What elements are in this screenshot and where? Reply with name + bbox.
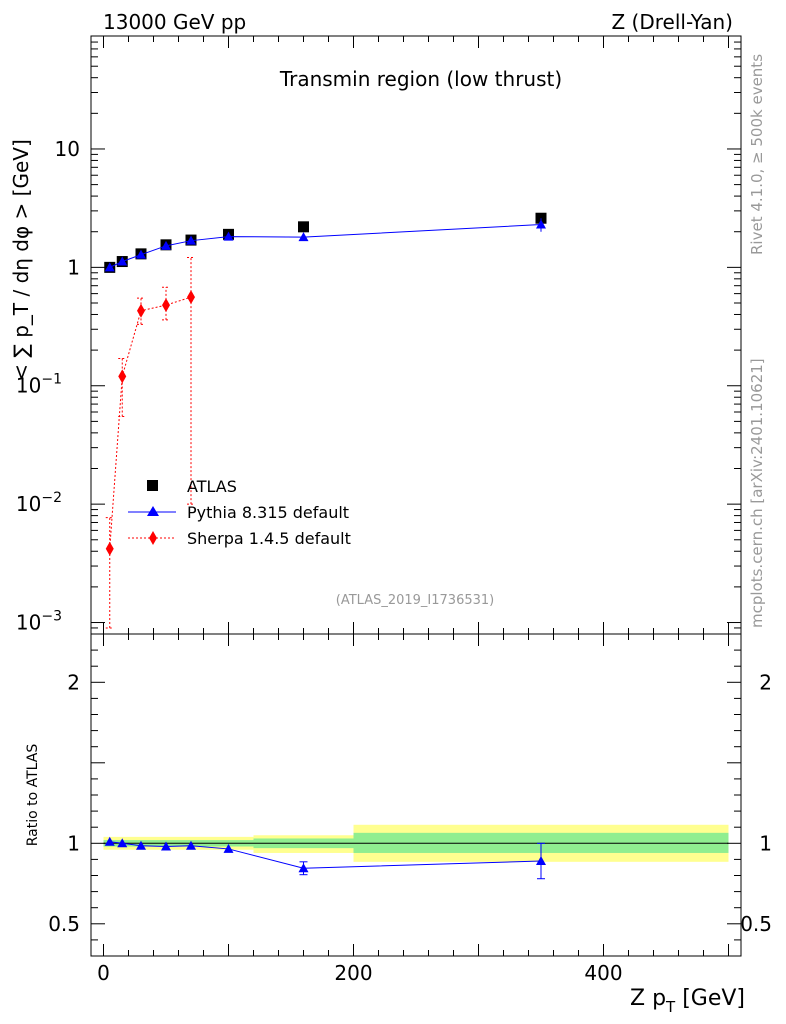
pythia-point bbox=[117, 256, 128, 266]
y-axis-label: < ∑ p_T / dη dφ > [GeV] bbox=[9, 139, 33, 381]
y-tick-label: 10 bbox=[55, 137, 80, 161]
pythia-line bbox=[109, 224, 542, 268]
sherpa-point bbox=[187, 290, 195, 305]
x-axis-label-a: Z p bbox=[630, 986, 666, 1011]
y-tick-label-exp: −3 bbox=[41, 609, 62, 625]
analysis-id: (ATLAS_2019_I1736531) bbox=[336, 593, 494, 608]
pythia-point bbox=[536, 219, 546, 229]
legend-pythia: Pythia 8.315 default bbox=[187, 503, 349, 522]
ratio-y-tick-label-right: 1 bbox=[759, 831, 772, 855]
sherpa-point bbox=[162, 298, 170, 313]
legend-atlas: ATLAS bbox=[187, 477, 237, 496]
chart-title: Transmin region (low thrust) bbox=[279, 67, 562, 91]
x-tick-label: 0 bbox=[97, 961, 110, 985]
legend-pythia-marker bbox=[147, 506, 159, 516]
ratio-y-tick-label-right: 2 bbox=[759, 670, 772, 694]
sherpa-point bbox=[105, 541, 114, 556]
pythia-point bbox=[161, 240, 171, 250]
pythia-point bbox=[104, 262, 115, 272]
legend-sherpa-marker bbox=[149, 531, 157, 545]
y-tick-label-base: 10 bbox=[16, 492, 41, 516]
y-tick-label-base: 10 bbox=[16, 611, 41, 635]
pythia-point bbox=[186, 235, 196, 245]
ratio-y-tick-label: 0.5 bbox=[48, 912, 80, 936]
pythia-point bbox=[298, 232, 309, 242]
pythia-ratio-point bbox=[104, 836, 115, 846]
ratio-y-tick-label-right: 0.5 bbox=[740, 912, 772, 936]
y-tick-label-exp: −2 bbox=[41, 490, 62, 506]
sherpa-point bbox=[118, 369, 127, 384]
ratio-y-tick-label: 2 bbox=[67, 670, 80, 694]
pythia-ratio-point bbox=[117, 838, 128, 848]
pythia-ratio-point bbox=[536, 856, 546, 866]
header-left: 13000 GeV pp bbox=[103, 10, 246, 34]
y-tick-label: 10−3 bbox=[16, 609, 62, 635]
y-tick-label-exp: −1 bbox=[41, 372, 62, 388]
x-axis-label-b: [GeV] bbox=[675, 986, 745, 1011]
legend-sherpa: Sherpa 1.4.5 default bbox=[187, 529, 351, 548]
y-tick-label: 10−1 bbox=[16, 372, 62, 398]
y-tick-label: 10−2 bbox=[16, 490, 62, 516]
mcplots-label: mcplots.cern.ch [arXiv:2401.10621] bbox=[748, 358, 766, 628]
x-axis-label-sub: T bbox=[665, 998, 676, 1016]
svg-text:< ∑ p_T / dη dφ > [GeV]: < ∑ p_T / dη dφ > [GeV] bbox=[9, 139, 33, 381]
y-tick-label: 1 bbox=[67, 255, 80, 279]
x-tick-labels: 0 200 400 bbox=[97, 961, 622, 985]
ratio-y-tick-label: 1 bbox=[67, 831, 80, 855]
pythia-ratio-point bbox=[223, 843, 234, 853]
ratio-y-label: Ratio to ATLAS bbox=[25, 744, 41, 847]
legend: ATLAS Pythia 8.315 default Sherpa 1.4.5 … bbox=[128, 477, 351, 548]
pythia-point bbox=[136, 249, 146, 259]
ratio-panel: 0.5 0.5 1 1 2 2 Ratio to ATLAS bbox=[25, 633, 772, 957]
rivet-label: Rivet 4.1.0, ≥ 500k events bbox=[748, 54, 766, 255]
header-right: Z (Drell-Yan) bbox=[611, 10, 733, 34]
pythia-ratio-point bbox=[136, 840, 146, 850]
x-tick-label: 200 bbox=[334, 961, 372, 985]
pythia-ratio-point bbox=[161, 841, 171, 851]
legend-atlas-marker bbox=[147, 480, 158, 491]
pythia-ratio-point bbox=[186, 840, 196, 850]
y-tick-label-base: 10 bbox=[16, 374, 41, 398]
sherpa-point bbox=[137, 303, 145, 318]
pythia-ratio-line bbox=[109, 841, 542, 869]
pythia-point bbox=[223, 231, 234, 241]
pythia-ratio-point bbox=[298, 863, 309, 873]
x-axis-label: Z pT [GeV] bbox=[630, 986, 745, 1016]
x-tick-label: 400 bbox=[584, 961, 622, 985]
atlas-point bbox=[298, 221, 309, 233]
